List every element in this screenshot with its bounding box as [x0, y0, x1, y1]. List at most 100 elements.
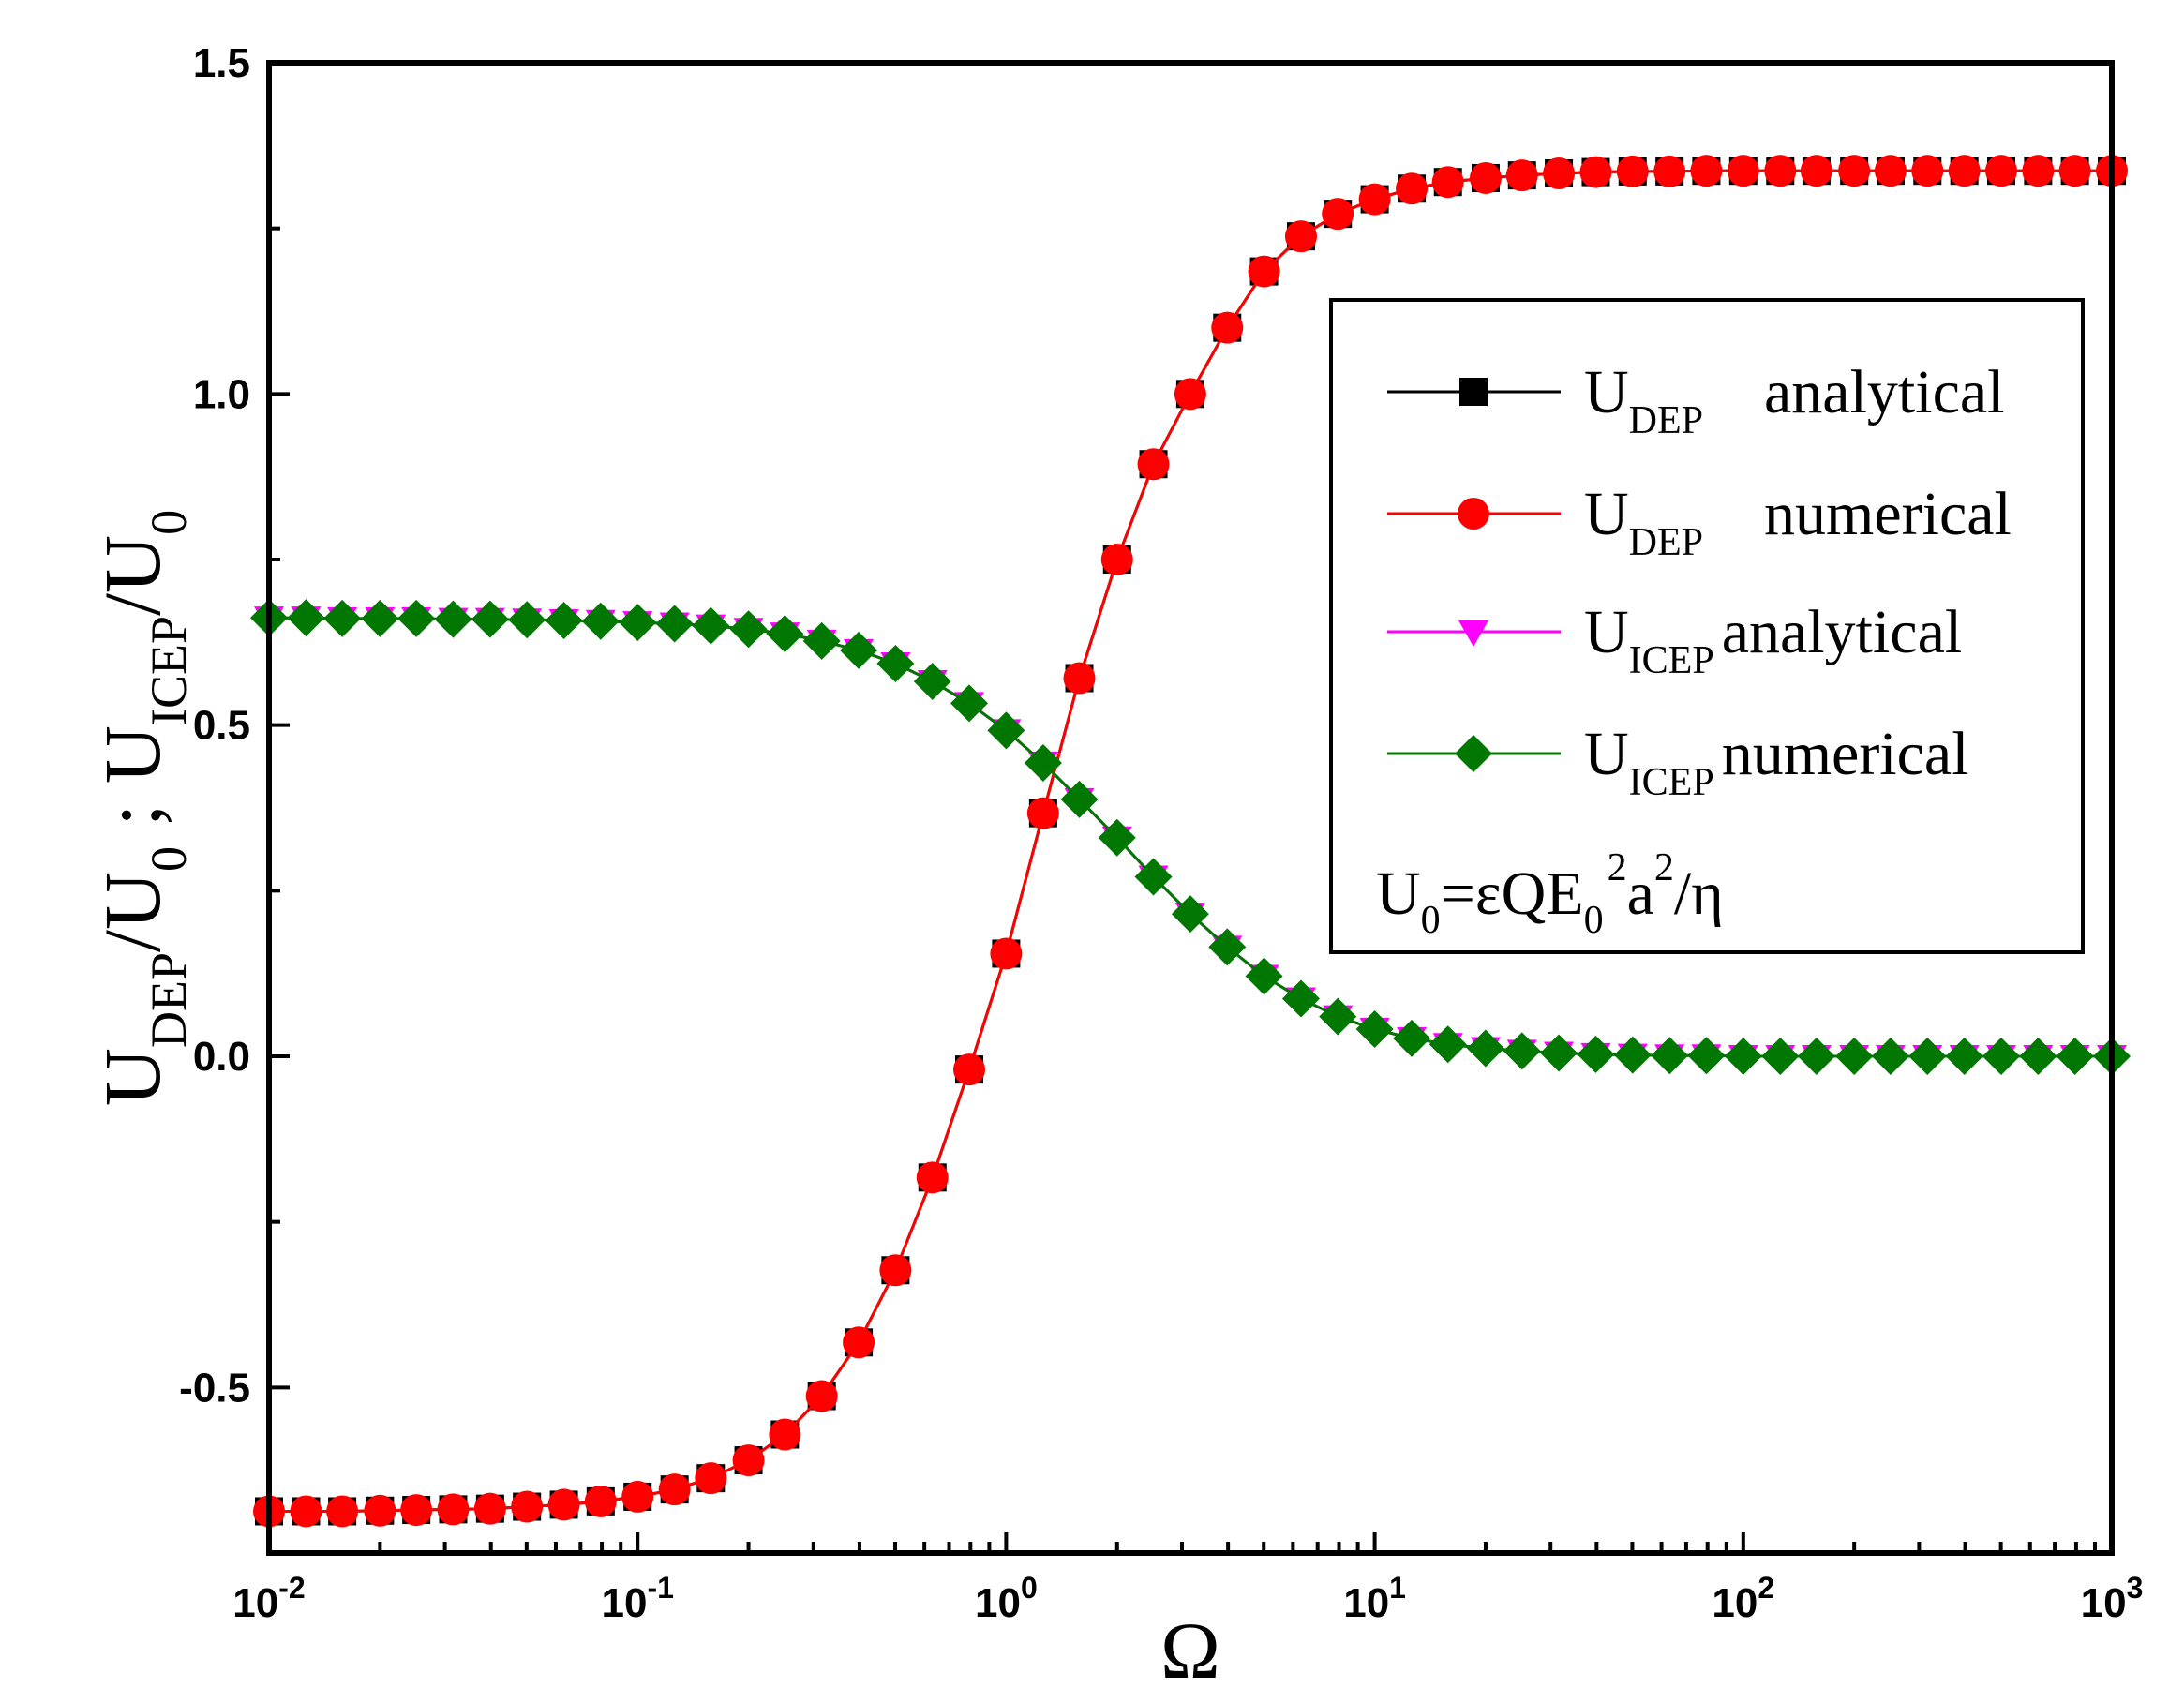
series-3-point — [1908, 1038, 1947, 1075]
legend-marker-1 — [1458, 498, 1489, 530]
x-tick-base: 10 — [1712, 1580, 1758, 1626]
series-3-point — [729, 610, 768, 649]
series-1-point — [732, 1444, 765, 1477]
series-3-point — [876, 644, 915, 682]
series-3-point — [1761, 1038, 1800, 1075]
y-axis-ticks: -0.5 0.0 0.5 1.0 1.5 — [179, 40, 290, 1555]
series-3-point — [766, 615, 804, 653]
series-3-point — [1797, 1038, 1835, 1075]
series-3-point — [619, 604, 657, 642]
formula-p2-sup: 2 — [1608, 846, 1627, 889]
series-1-point — [547, 1488, 580, 1521]
legend-entry-1: UDEP numerical — [1584, 480, 2012, 564]
series-3-point — [508, 601, 546, 639]
series-3-point — [1982, 1038, 2020, 1075]
series-1-point — [1616, 155, 1649, 187]
legend-entry-2-main: U — [1584, 598, 1629, 666]
x-tick-exp: 2 — [1758, 1571, 1774, 1605]
series-1-point — [326, 1495, 359, 1528]
series-3-point — [692, 606, 730, 645]
series-1-point — [1984, 155, 2017, 187]
legend-marks — [1387, 378, 1561, 772]
series-3-point — [1687, 1037, 1726, 1075]
series-3-point — [1098, 818, 1136, 857]
series-3-point — [1060, 780, 1099, 818]
plot-frame — [266, 60, 2115, 1556]
y-tick-label-2: 0.5 — [193, 703, 250, 749]
series-1-point — [1431, 166, 1464, 199]
series-1-point — [1911, 155, 1944, 187]
series-3-point — [1945, 1038, 1983, 1075]
series-1-point — [1505, 159, 1538, 192]
x-tick-exp: -1 — [647, 1571, 673, 1605]
x-tick-label-4: 102 — [1712, 1571, 1774, 1626]
x-tick-exp: 3 — [2127, 1571, 2144, 1605]
series-1-point — [290, 1495, 322, 1528]
x-tick-exp: 0 — [1021, 1571, 1038, 1605]
series-1-point — [1396, 172, 1429, 205]
x-tick-base: 10 — [2081, 1580, 2127, 1626]
series-1-point — [364, 1494, 396, 1527]
series-1-point — [2022, 155, 2055, 187]
series-3-point — [913, 663, 951, 701]
series-3-point — [1540, 1034, 1578, 1072]
x-tick-base: 10 — [1343, 1580, 1389, 1626]
series-3-point — [1651, 1037, 1689, 1075]
y-title-icep-div: /U — [87, 535, 177, 616]
series-1-point — [916, 1161, 949, 1194]
legend-box — [1329, 298, 2085, 954]
series-3-point — [2056, 1038, 2094, 1075]
legend-entry-0-sub: DEP — [1629, 399, 1703, 442]
x-tick-base: 10 — [601, 1580, 647, 1626]
series-3-point — [1281, 979, 1320, 1018]
series-3-point — [581, 602, 620, 640]
series-3-point — [1724, 1038, 1762, 1075]
series-1-point — [1248, 255, 1280, 288]
legend-marker-0 — [1459, 378, 1488, 406]
series-1-point — [584, 1485, 617, 1517]
series-1-point — [1063, 662, 1096, 695]
series-1-point — [953, 1053, 986, 1086]
series-3-point — [545, 602, 583, 640]
series-3-point — [950, 684, 989, 723]
y-title-icep-main: U — [87, 725, 177, 784]
y-title-icep-sub: ICEP — [141, 616, 197, 725]
series-1-point — [1764, 155, 1797, 187]
series-3-point — [434, 600, 472, 638]
y-title-dep-sub: DEP — [141, 952, 197, 1048]
series-1-point — [1690, 155, 1723, 187]
y-tick-label-0: -0.5 — [179, 1365, 250, 1411]
series-1-point — [1100, 544, 1133, 575]
series-1-point — [1174, 378, 1206, 411]
series-3-point — [987, 711, 1025, 750]
formula-p2-sub: 0 — [1584, 899, 1604, 942]
series-3-point — [2019, 1038, 2057, 1075]
x-tick-label-0: 10-2 — [232, 1571, 305, 1626]
y-title-dep-div: /U — [87, 872, 177, 952]
x-axis-ticks: 10-2 10-1 100 101 102 103 — [232, 1532, 2143, 1626]
formula-p3: a — [1627, 859, 1654, 928]
y-tick-label-3: 1.0 — [193, 371, 250, 417]
series-1-point — [1948, 155, 1981, 187]
x-tick-label-5: 103 — [2081, 1571, 2144, 1626]
x-tick-base: 10 — [232, 1580, 278, 1626]
series-1-point — [1800, 155, 1832, 187]
series-1-point — [1358, 183, 1391, 216]
series-3-point — [1835, 1038, 1874, 1075]
legend-entry-1-text: numerical — [1764, 480, 2012, 548]
series-3-point — [287, 599, 325, 637]
y-title-sep: ; — [87, 784, 177, 846]
legend-entry-3: UICEP numerical — [1584, 720, 1969, 804]
series-3-point — [1245, 957, 1283, 995]
legend: UDEP analytical UDEP numerical UICEP analyt… — [1329, 298, 2085, 954]
legend-formula: U0=εQE02a2/η — [1376, 846, 1724, 942]
x-tick-label-1: 10-1 — [601, 1571, 673, 1626]
formula-p4: /η — [1674, 859, 1724, 928]
series-1-point — [1579, 156, 1612, 188]
series-3-point — [1466, 1029, 1504, 1068]
series-1-point — [1137, 448, 1170, 481]
series-3-point — [1171, 895, 1209, 934]
series-1-point — [511, 1490, 544, 1523]
series-1-point — [1026, 797, 1059, 829]
series-1-point — [621, 1480, 654, 1513]
